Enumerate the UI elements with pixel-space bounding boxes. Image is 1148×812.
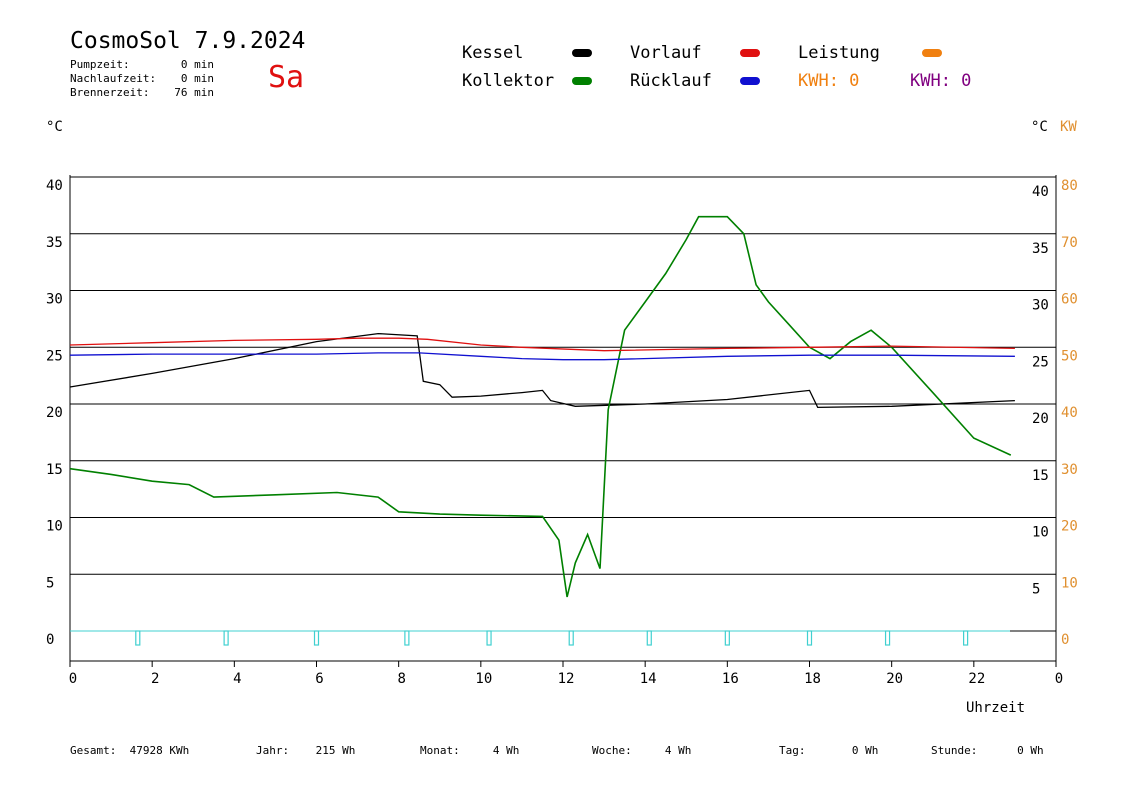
x-tick-label: 16 <box>722 671 739 687</box>
footer-gesamt: Gesamt: 47928 KWh <box>70 744 189 757</box>
stat-label: Pumpzeit: <box>70 58 130 71</box>
right-kw-tick-label: 40 <box>1061 405 1078 421</box>
footer-value: 47928 KWh <box>129 744 190 757</box>
series-kessel <box>69 332 1015 409</box>
x-tick-label: 0 <box>1055 671 1063 687</box>
legend-kollektor: Kollektor <box>462 71 555 91</box>
pump-pulse <box>963 630 969 646</box>
footer-label: Jahr: <box>256 744 290 757</box>
footer-label: Gesamt: <box>70 744 117 757</box>
left-tick-label: 5 <box>46 575 54 591</box>
right-kw-tick-label: 60 <box>1061 292 1078 308</box>
legend-kessel-swatch <box>572 49 592 57</box>
left-tick-label: 10 <box>46 519 63 535</box>
right-kw-tick-label: 80 <box>1061 178 1078 194</box>
x-tick-label: 18 <box>804 671 821 687</box>
pump-pulse <box>313 630 320 646</box>
legend-leistung-swatch <box>922 49 942 57</box>
right-tick-label: 40 <box>1032 184 1049 200</box>
left-tick-label: 35 <box>46 235 63 251</box>
footer-woche: Woche: 4 Wh <box>592 744 691 757</box>
legend-leistung: Leistung <box>798 43 880 63</box>
footer-tag: Tag: 0 Wh <box>779 744 878 757</box>
right-kw-tick-label: 10 <box>1061 575 1078 591</box>
pump-pulse <box>884 630 891 646</box>
footer-value: 0 Wh <box>1017 744 1044 757</box>
legend-kollektor-swatch <box>572 77 592 85</box>
left-tick-label: 40 <box>46 178 63 194</box>
right-tick-label: 30 <box>1032 298 1049 314</box>
legend-vorlauf: Vorlauf <box>630 43 702 63</box>
right-tick-label: 5 <box>1032 581 1040 597</box>
legend-ruecklauf-swatch <box>740 77 760 85</box>
legend-vorlauf-swatch <box>740 49 760 57</box>
left-tick-label: 30 <box>46 292 63 308</box>
pump-pulse <box>486 630 492 646</box>
x-tick-label: 22 <box>968 671 985 687</box>
footer-label: Stunde: <box>931 744 978 757</box>
footer-jahr: Jahr: 215 Wh <box>256 744 355 757</box>
right-tick-label: 35 <box>1032 241 1049 257</box>
legend-ruecklauf: Rücklauf <box>630 71 712 91</box>
x-tick-label: 14 <box>640 671 657 687</box>
footer-label: Woche: <box>592 744 632 757</box>
footer-value: 0 Wh <box>851 744 879 757</box>
x-tick-label: 12 <box>558 671 575 687</box>
right-kw-tick-label: 0 <box>1061 632 1069 648</box>
x-tick-label: 10 <box>475 671 492 687</box>
left-tick-label: 15 <box>46 462 63 478</box>
left-tick-label: 0 <box>46 632 54 648</box>
pump-pulse <box>135 630 141 646</box>
left-tick-label: 25 <box>46 348 63 364</box>
footer-label: Monat: <box>420 744 460 757</box>
stat-value: 0 min <box>180 58 214 71</box>
right-tick-label: 25 <box>1032 354 1049 370</box>
footer-monat: Monat: 4 Wh <box>420 744 519 757</box>
right-axis-unit: °C <box>1031 119 1048 135</box>
right-axis-unit-kw: KW <box>1060 119 1077 135</box>
stat-label: Brennerzeit: <box>70 86 150 99</box>
pump-pulse <box>646 630 652 646</box>
x-tick-label: 20 <box>886 671 903 687</box>
x-tick-label: 8 <box>397 671 405 687</box>
x-tick-label: 0 <box>69 671 77 687</box>
pump-pulse <box>223 630 229 646</box>
x-tick-label: 2 <box>151 671 159 687</box>
right-kw-tick-label: 30 <box>1061 462 1078 478</box>
legend-kwh-second: KWH: 0 <box>910 71 972 91</box>
footer-value: 4 Wh <box>664 744 692 757</box>
x-tick-label: 4 <box>233 671 241 687</box>
pump-pulse <box>806 630 813 646</box>
stat-brennerzeit: Brennerzeit: 76 min <box>70 86 214 99</box>
stat-value: 76 min <box>174 86 214 99</box>
stat-label: Nachlaufzeit: <box>70 72 157 85</box>
x-tick-label: 6 <box>315 671 323 687</box>
footer-stunde: Stunde: 0 Wh <box>931 744 1044 757</box>
pump-pulse <box>568 630 574 646</box>
right-kw-tick-label: 50 <box>1061 348 1078 364</box>
series-ruecklauf <box>69 352 1015 361</box>
pump-pulse <box>404 630 410 646</box>
right-tick-label: 10 <box>1032 525 1049 541</box>
stat-pumpzeit: Pumpzeit: 0 min <box>70 58 214 71</box>
left-tick-label: 20 <box>46 405 63 421</box>
legend-kessel: Kessel <box>462 43 524 63</box>
footer-value: 4 Wh <box>492 744 520 757</box>
weekday-label: Sa <box>268 60 305 95</box>
x-axis-label: Uhrzeit <box>966 700 1026 716</box>
page-title: CosmoSol 7.9.2024 <box>70 28 306 54</box>
footer-label: Tag: <box>779 744 806 757</box>
left-axis-unit: °C <box>46 119 63 135</box>
right-tick-label: 20 <box>1032 411 1049 427</box>
right-kw-tick-label: 20 <box>1061 519 1078 535</box>
right-kw-tick-label: 70 <box>1061 235 1078 251</box>
stat-nachlaufzeit: Nachlaufzeit: 0 min <box>70 72 214 85</box>
stat-value: 0 min <box>180 72 214 85</box>
right-tick-label: 15 <box>1032 468 1049 484</box>
footer-value: 215 Wh <box>315 744 356 757</box>
legend-kwh-leistung: KWH: 0 <box>798 71 860 91</box>
series-vorlauf <box>69 337 1015 352</box>
pump-pulse <box>724 630 730 646</box>
